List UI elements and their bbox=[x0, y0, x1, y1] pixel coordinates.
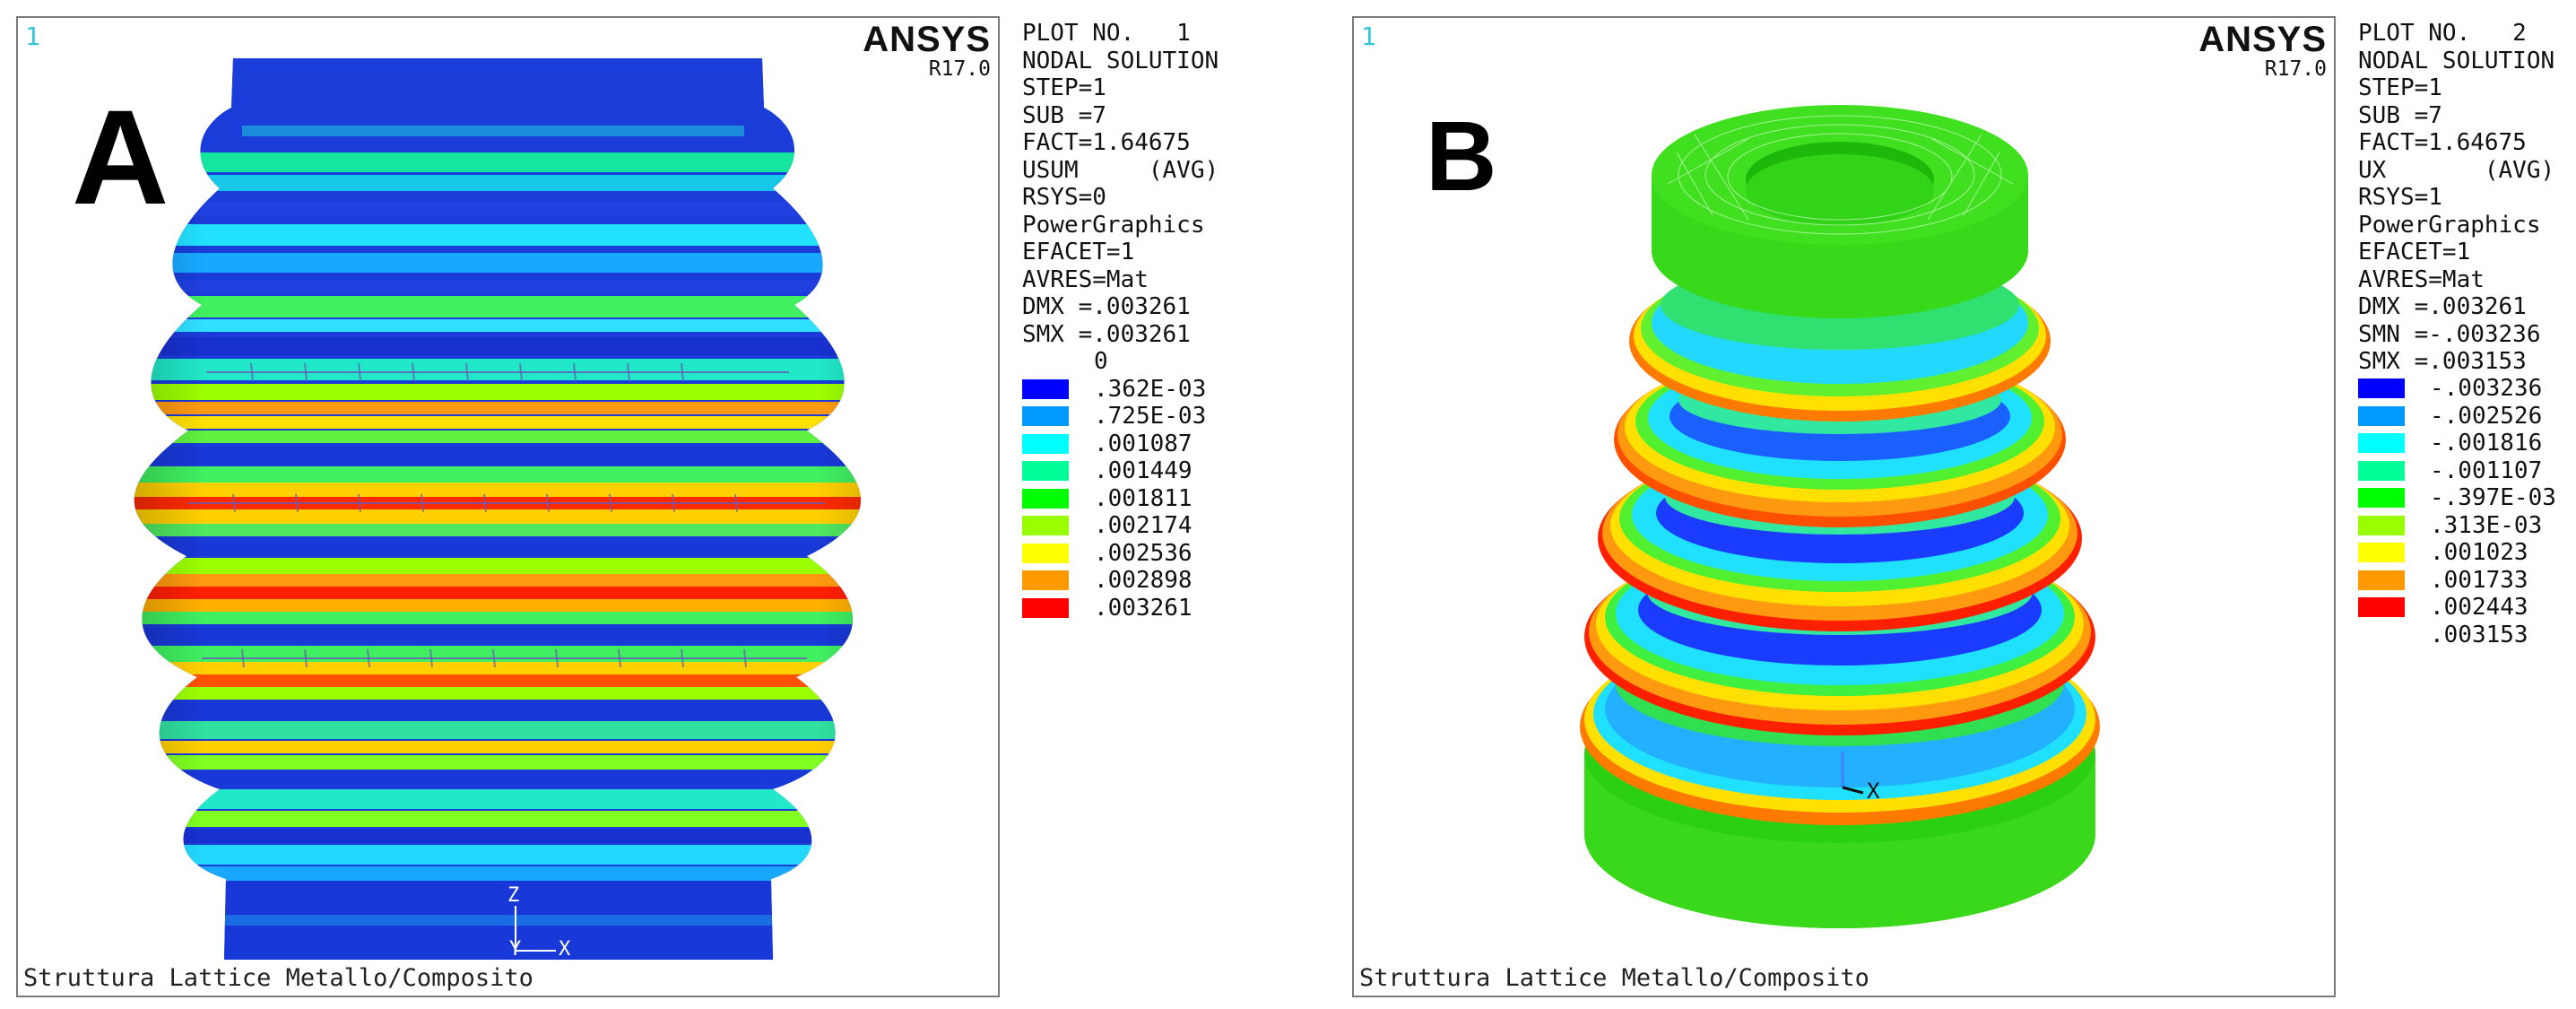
legend-swatch bbox=[1022, 488, 1069, 509]
legend-swatch bbox=[1022, 433, 1069, 454]
legend-swatch bbox=[2358, 488, 2405, 508]
axis-label-y: Y bbox=[509, 938, 521, 961]
plot-window-a: 1 bbox=[16, 16, 1000, 997]
ansys-logo: ANSYS bbox=[863, 20, 991, 59]
legend-swatch bbox=[1022, 543, 1069, 563]
legend-row: .725E-03 bbox=[1022, 403, 1206, 431]
legend-value: .725E-03 bbox=[1094, 403, 1207, 430]
legend-swatch bbox=[2358, 624, 2405, 645]
legend-value: .313E-03 bbox=[2430, 511, 2543, 539]
plot-info-b: PLOT NO. 2 NODAL SOLUTION STEP=1 SUB =7 FACT… bbox=[2358, 20, 2554, 376]
legend-value: .001811 bbox=[1094, 484, 1193, 512]
legend-value: .002174 bbox=[1094, 512, 1193, 539]
legend-value: -.001107 bbox=[2430, 457, 2543, 484]
window-number: 1 bbox=[1361, 22, 1376, 51]
legend-min-label: 0 bbox=[1094, 348, 1108, 375]
info-line: PowerGraphics bbox=[2358, 211, 2541, 239]
info-line: RSYS=1 bbox=[2358, 184, 2442, 211]
legend-row: .001811 bbox=[1022, 485, 1193, 513]
legend-value: .002443 bbox=[2430, 594, 2528, 621]
info-line: SMX =.003153 bbox=[2358, 348, 2527, 375]
plot-caption: Struttura Lattice Metallo/Composito bbox=[23, 964, 533, 992]
legend-swatch bbox=[1022, 406, 1069, 426]
info-line: SUB =7 bbox=[1022, 101, 1106, 129]
legend-swatch bbox=[2358, 597, 2405, 617]
legend-value: .362E-03 bbox=[1094, 375, 1207, 403]
legend-swatch bbox=[2358, 543, 2405, 562]
info-line: SMN =-.003236 bbox=[2358, 320, 2541, 348]
legend-swatch bbox=[1022, 461, 1069, 481]
plot-info-a: PLOT NO. 1 NODAL SOLUTION STEP=1 SUB =7 FACT… bbox=[1022, 20, 1219, 348]
panel-letter-b: B bbox=[1426, 101, 1497, 212]
ansys-version: R17.0 bbox=[2264, 57, 2327, 81]
info-line: NODAL SOLUTION bbox=[1022, 47, 1219, 74]
legend-row: .362E-03 bbox=[1022, 376, 1206, 404]
legend-swatch bbox=[2358, 570, 2405, 590]
legend-value: .001733 bbox=[2430, 566, 2528, 594]
legend-value: .003153 bbox=[2430, 621, 2528, 648]
info-line: DMX =.003261 bbox=[1022, 293, 1191, 320]
deformed-lattice-model-b: X bbox=[1580, 105, 2100, 928]
legend-swatch bbox=[1022, 378, 1069, 399]
legend-row: .002174 bbox=[1022, 512, 1193, 540]
info-line: AVRES=Mat bbox=[2358, 265, 2485, 293]
legend-value: -.001816 bbox=[2430, 430, 2543, 457]
info-line: SMX =.003261 bbox=[1022, 320, 1191, 348]
info-line: STEP=1 bbox=[1022, 74, 1106, 101]
legend-swatch bbox=[2358, 460, 2405, 481]
legend-value: .002536 bbox=[1094, 539, 1193, 567]
legend-value: .001087 bbox=[1094, 430, 1193, 457]
legend-swatch bbox=[2358, 433, 2405, 453]
legend-row: .001449 bbox=[1022, 457, 1193, 485]
info-line: PLOT NO. 2 bbox=[2358, 20, 2527, 47]
window-number: 1 bbox=[25, 22, 40, 51]
info-line: EFACET=1 bbox=[1022, 239, 1135, 265]
legend-value: .003261 bbox=[1094, 594, 1193, 622]
ansys-logo: ANSYS bbox=[2199, 20, 2327, 59]
legend-value: .001023 bbox=[2430, 539, 2528, 566]
info-line: PLOT NO. 1 bbox=[1022, 20, 1191, 47]
axis-label-x: X bbox=[559, 938, 571, 961]
info-line: FACT=1.64675 bbox=[1022, 129, 1191, 156]
info-line: AVRES=Mat bbox=[1022, 265, 1149, 293]
legend-row: .003261 bbox=[1022, 595, 1193, 622]
legend-value: .001449 bbox=[1094, 457, 1193, 484]
info-line: EFACET=1 bbox=[2358, 239, 2471, 265]
legend-swatch bbox=[1022, 516, 1069, 535]
info-line: FACT=1.64675 bbox=[2358, 129, 2527, 156]
ansys-version: R17.0 bbox=[928, 57, 991, 81]
legend-row: .001087 bbox=[1022, 431, 1193, 458]
plot-caption: Struttura Lattice Metallo/Composito bbox=[1359, 964, 1869, 992]
plot-window-b: 1 bbox=[1352, 16, 2336, 997]
info-line: SUB =7 bbox=[2358, 101, 2442, 129]
legend-row: .002898 bbox=[1022, 567, 1193, 595]
info-line: NODAL SOLUTION bbox=[2358, 47, 2555, 74]
legend-value: -.397E-03 bbox=[2430, 484, 2556, 511]
legend-value: .002898 bbox=[1094, 567, 1193, 594]
axis-label-z: Z bbox=[507, 884, 519, 907]
panel-letter-a: A bbox=[72, 82, 169, 232]
legend-swatch bbox=[2358, 378, 2405, 398]
info-line: UX (AVG) bbox=[2358, 156, 2555, 184]
legend-swatch bbox=[1022, 597, 1069, 618]
info-line: USUM (AVG) bbox=[1022, 156, 1219, 184]
axis-triad-a: Z Y X bbox=[507, 884, 571, 961]
axis-triad-b: X bbox=[1841, 752, 1880, 804]
legend-value: -.003236 bbox=[2430, 375, 2543, 402]
legend-row: .002536 bbox=[1022, 540, 1193, 568]
axis-label-x: X bbox=[1867, 778, 1880, 804]
info-line: RSYS=0 bbox=[1022, 184, 1106, 211]
info-line: DMX =.003261 bbox=[2358, 293, 2527, 320]
deformed-lattice-model-a: Z Y X bbox=[134, 58, 861, 961]
legend-swatch bbox=[1022, 570, 1069, 590]
info-line: STEP=1 bbox=[2358, 74, 2442, 101]
contour-legend-a: 0.362E-03.725E-03.001087.001449.001811.0… bbox=[1022, 348, 1206, 622]
legend-swatch bbox=[2358, 405, 2405, 426]
info-line: PowerGraphics bbox=[1022, 211, 1205, 239]
legend-value: -.002526 bbox=[2430, 402, 2543, 430]
legend-swatch bbox=[2358, 515, 2405, 535]
